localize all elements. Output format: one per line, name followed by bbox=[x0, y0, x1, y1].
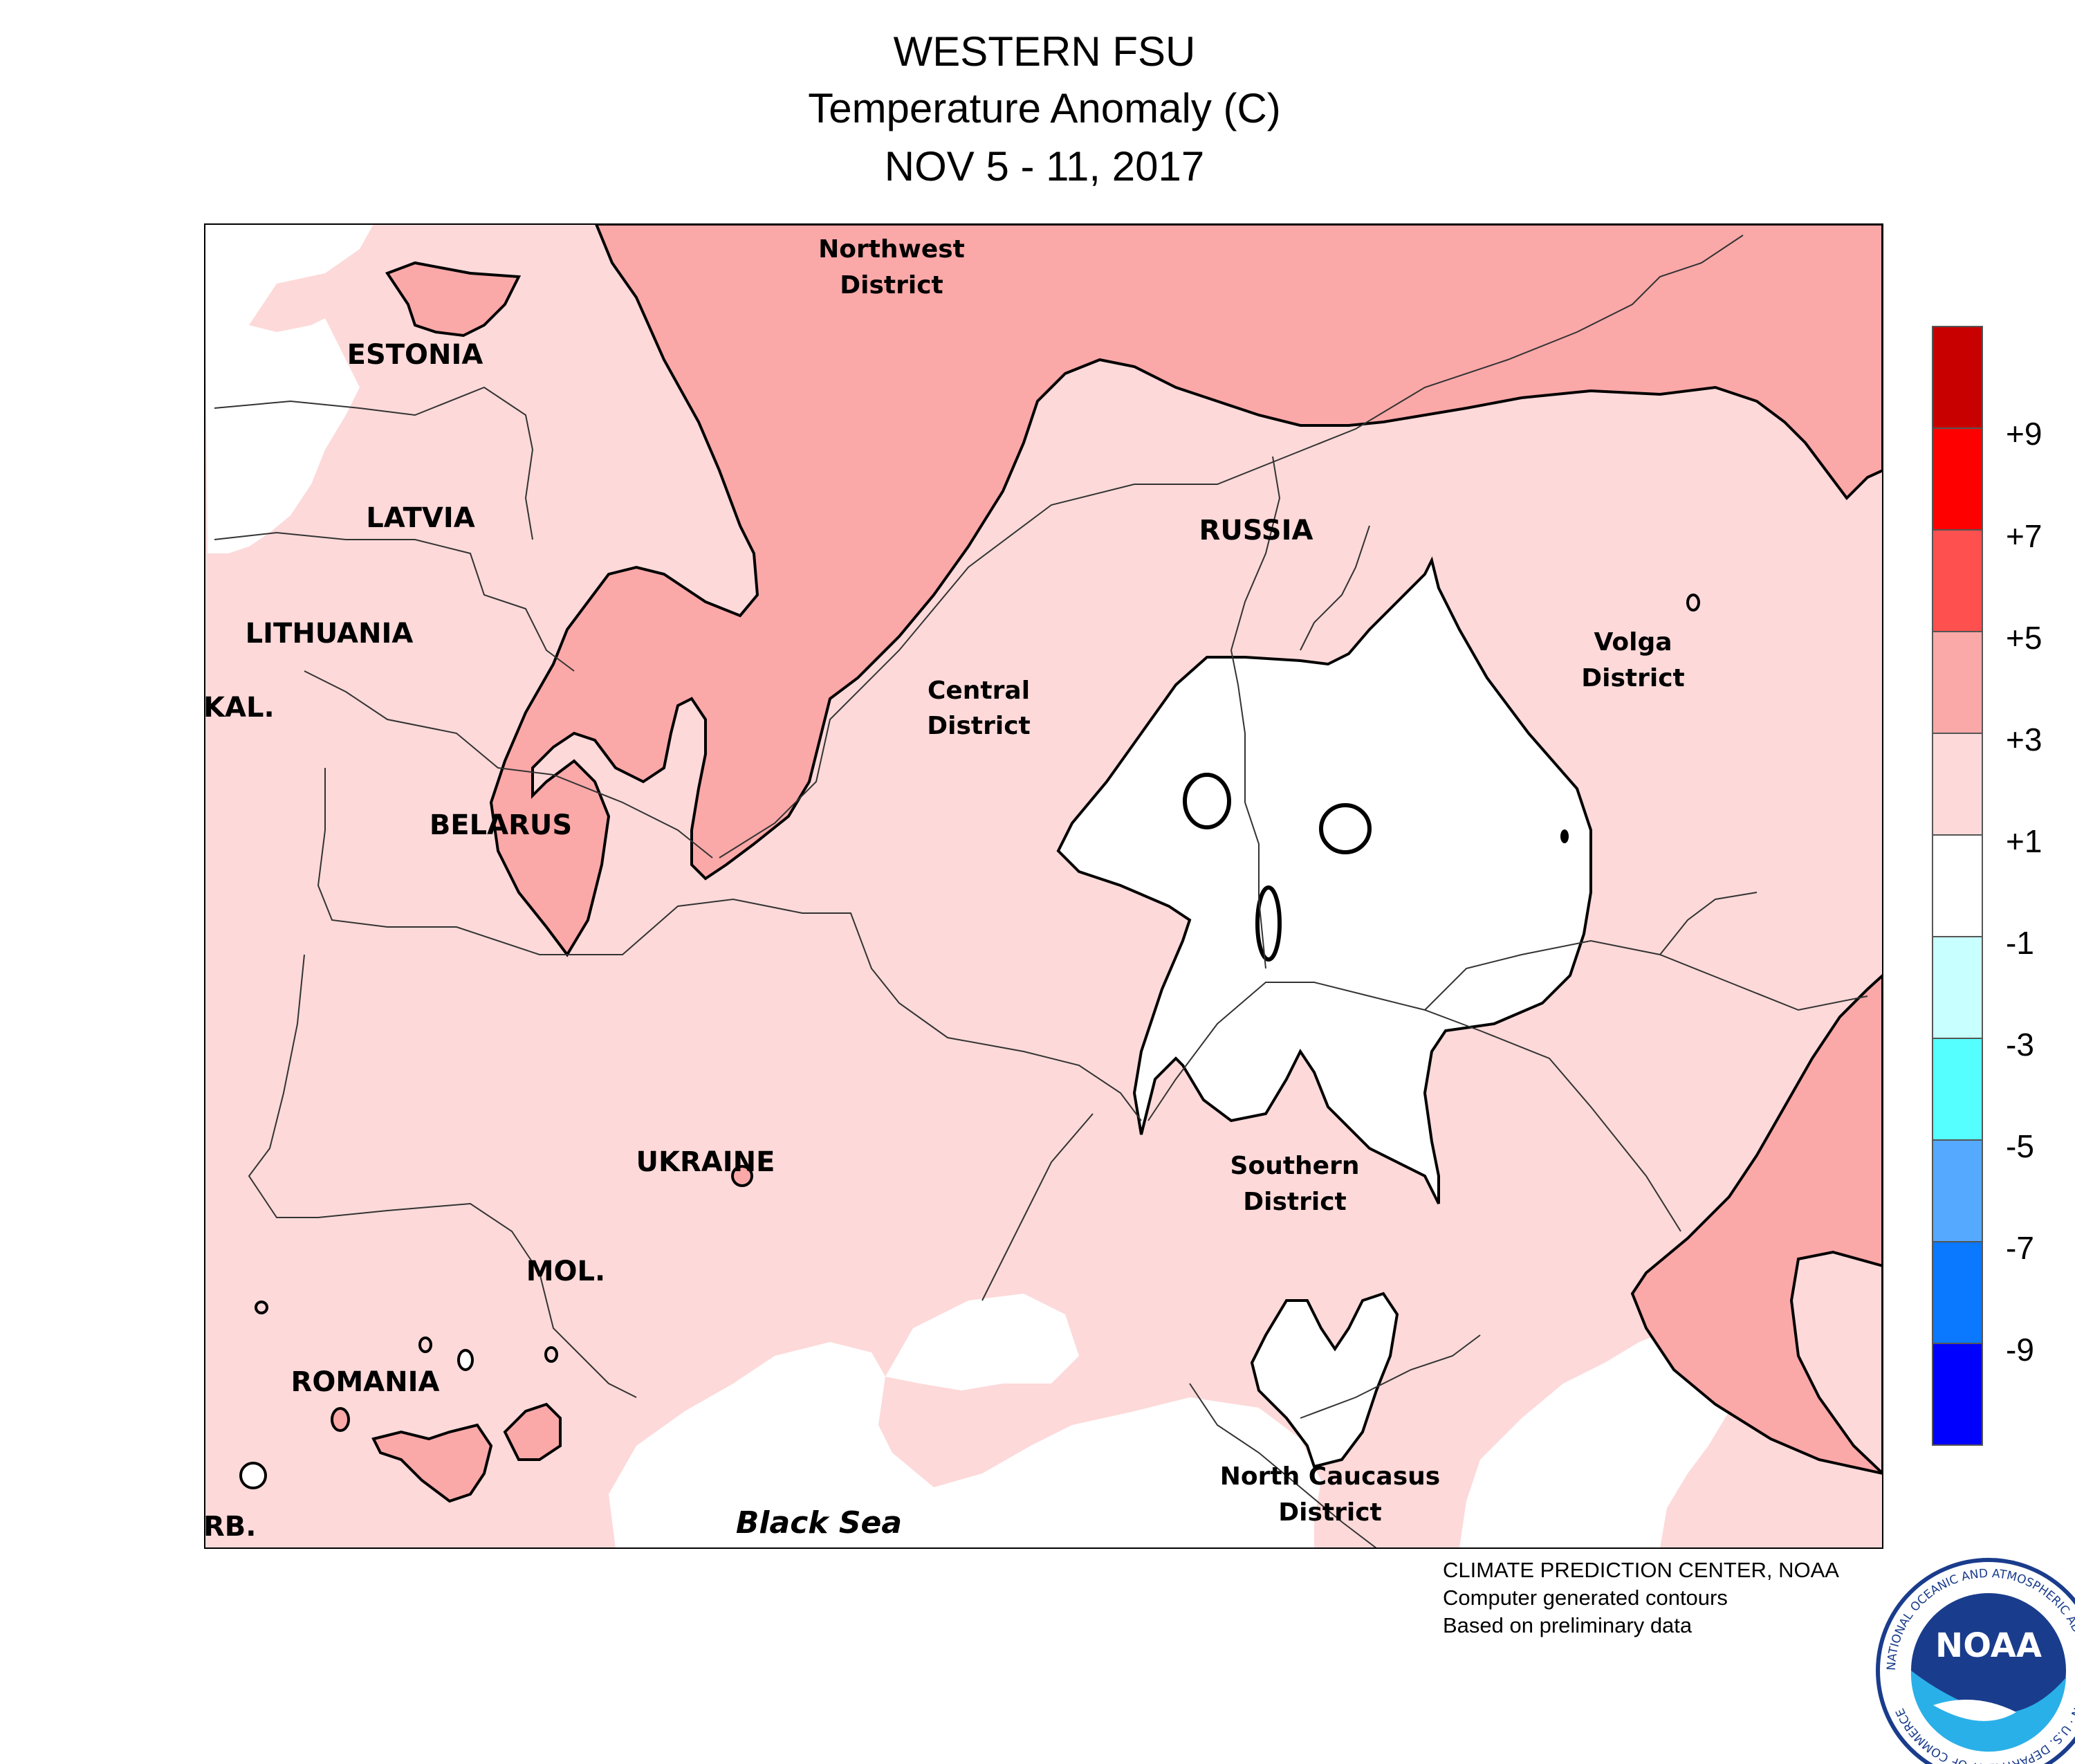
country-label: RB. bbox=[203, 1511, 256, 1543]
footer-credit: CLIMATE PREDICTION CENTER, NOAA bbox=[1443, 1558, 1839, 1582]
legend-swatch bbox=[1932, 428, 1983, 531]
map-subtitle: Temperature Anomaly (C) bbox=[808, 85, 1281, 131]
country-label: ROMANIA bbox=[291, 1366, 440, 1398]
sea-label: Black Sea bbox=[736, 1505, 902, 1541]
country-label: KAL. bbox=[203, 692, 275, 724]
district-label-volga-2: District bbox=[1581, 664, 1685, 692]
district-label-central-2: District bbox=[927, 712, 1031, 740]
country-label: UKRAINE bbox=[636, 1146, 775, 1178]
anomaly-3-5-romania bbox=[503, 1402, 562, 1461]
noaa-logo: NOAA NATIONAL OCEANIC AND ATMOSPHERIC AD… bbox=[1876, 1558, 2075, 1764]
legend-swatch bbox=[1932, 834, 1983, 937]
legend-label: -7 bbox=[2006, 1230, 2034, 1266]
legend-colorbar bbox=[1932, 326, 1983, 1446]
map-date-range: NOV 5 - 11, 2017 bbox=[884, 143, 1205, 190]
legend-label: -1 bbox=[2006, 925, 2034, 961]
anomaly-contour-small bbox=[239, 1462, 267, 1489]
legend-swatch bbox=[1932, 529, 1983, 632]
anomaly-contour-small bbox=[1319, 803, 1372, 854]
footer-note: Based on preliminary data bbox=[1443, 1613, 1693, 1637]
district-label-southern-1: Southern bbox=[1230, 1152, 1360, 1180]
anomaly-contour-small bbox=[544, 1346, 558, 1363]
country-label: BELARUS bbox=[430, 809, 572, 841]
legend-swatch bbox=[1932, 631, 1983, 734]
district-label-northwest-2: District bbox=[840, 271, 943, 300]
anomaly-3-5-north bbox=[489, 224, 1883, 957]
legend-swatch bbox=[1932, 1139, 1983, 1242]
sea-of-azov bbox=[885, 1294, 1079, 1390]
district-label-northwest-1: Northwest bbox=[818, 235, 965, 264]
country-label: MOL. bbox=[526, 1256, 606, 1287]
black-sea bbox=[609, 1342, 1321, 1548]
legend-swatch bbox=[1932, 936, 1983, 1039]
baltic-sea bbox=[205, 224, 374, 553]
anomaly-3-5-romania bbox=[371, 1423, 493, 1503]
legend-swatch bbox=[1932, 1343, 1983, 1446]
anomaly-contour-small bbox=[1560, 829, 1569, 843]
legend-swatch bbox=[1932, 733, 1983, 836]
legend-label: -9 bbox=[2006, 1332, 2034, 1368]
legend-swatch bbox=[1932, 326, 1983, 429]
legend-swatch bbox=[1932, 1241, 1983, 1344]
map-area bbox=[205, 224, 1883, 1548]
anomaly-contour-small bbox=[331, 1407, 350, 1432]
district-label-central-1: Central bbox=[928, 677, 1030, 705]
anomaly-contour-small bbox=[418, 1336, 432, 1353]
anomaly-contour-small bbox=[1686, 594, 1700, 612]
country-label: ESTONIA bbox=[347, 339, 483, 371]
anomaly-contour-small bbox=[1255, 885, 1282, 962]
neutral-caucasus bbox=[1250, 1292, 1399, 1469]
anomaly-contour-small bbox=[457, 1349, 474, 1371]
anomaly-contour-small bbox=[1183, 773, 1231, 829]
country-label: LATVIA bbox=[366, 502, 474, 534]
anomaly-contour-small bbox=[731, 1165, 753, 1187]
legend-label: +5 bbox=[2006, 620, 2042, 656]
anomaly-3-5-estonia bbox=[385, 261, 522, 338]
legend-label: +3 bbox=[2006, 722, 2042, 757]
district-label-north-caucasus-2: District bbox=[1278, 1498, 1382, 1527]
map-frame bbox=[204, 223, 1883, 1549]
legend-label: -3 bbox=[2006, 1027, 2034, 1063]
district-label-north-caucasus-1: North Caucasus bbox=[1220, 1462, 1440, 1491]
legend-label: +7 bbox=[2006, 518, 2042, 554]
legend-label: +9 bbox=[2006, 416, 2042, 452]
country-borders bbox=[214, 235, 1868, 1548]
noaa-logo-text: NOAA bbox=[1935, 1626, 2042, 1665]
map-title: WESTERN FSU bbox=[893, 28, 1196, 75]
legend-swatch bbox=[1932, 1038, 1983, 1141]
district-label-volga-1: Volga bbox=[1594, 628, 1672, 656]
country-label: LITHUANIA bbox=[246, 618, 414, 650]
district-label-southern-2: District bbox=[1243, 1188, 1347, 1216]
legend-label: -5 bbox=[2006, 1128, 2034, 1164]
anomaly-inner-east bbox=[1789, 1250, 1883, 1476]
legend-label: +1 bbox=[2006, 823, 2042, 859]
country-labels: ESTONIA LATVIA LITHUANIA KAL. BELARUS UK… bbox=[203, 339, 1313, 1543]
footer-note: Computer generated contours bbox=[1443, 1586, 1728, 1610]
neutral-anomaly-region bbox=[1056, 556, 1592, 1204]
district-labels: Northwest District Central District Volg… bbox=[818, 235, 1685, 1527]
country-label: RUSSIA bbox=[1199, 515, 1313, 546]
anomaly-contour-small bbox=[255, 1301, 268, 1314]
